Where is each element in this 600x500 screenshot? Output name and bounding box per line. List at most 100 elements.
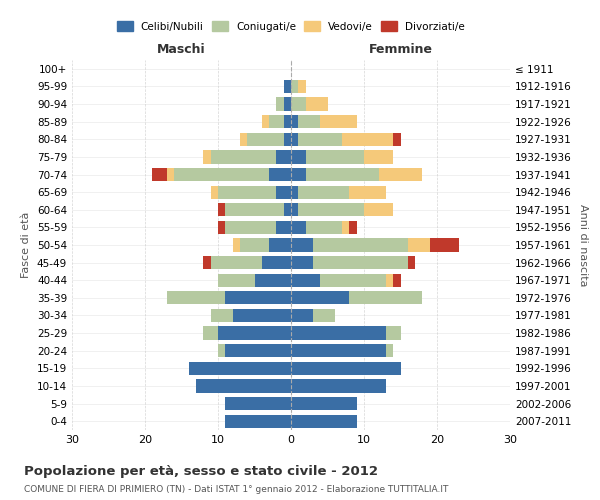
Bar (211, 256, 262, 269)
Bar (320, 115, 356, 128)
Bar (298, 132, 342, 146)
Bar (233, 238, 240, 252)
Text: Femmine: Femmine (368, 44, 433, 57)
Bar (233, 309, 291, 322)
Bar (284, 203, 291, 216)
Bar (386, 326, 401, 340)
Bar (203, 256, 211, 269)
Bar (291, 132, 298, 146)
Bar (393, 132, 401, 146)
Bar (291, 274, 320, 287)
Bar (211, 309, 233, 322)
Bar (408, 256, 415, 269)
Bar (298, 80, 305, 93)
Bar (298, 186, 349, 198)
Bar (218, 203, 226, 216)
Bar (262, 256, 291, 269)
Bar (291, 238, 313, 252)
Y-axis label: Anni di nascita: Anni di nascita (578, 204, 588, 286)
Bar (408, 238, 430, 252)
Bar (349, 291, 422, 304)
Bar (364, 150, 393, 164)
Bar (277, 221, 291, 234)
Bar (305, 168, 379, 181)
Bar (291, 186, 298, 198)
Bar (211, 150, 277, 164)
Bar (298, 203, 364, 216)
Bar (349, 186, 386, 198)
Bar (291, 362, 401, 375)
Bar (254, 274, 291, 287)
Bar (189, 362, 291, 375)
Bar (226, 414, 291, 428)
Bar (269, 238, 291, 252)
Bar (291, 150, 305, 164)
Bar (284, 132, 291, 146)
Bar (313, 256, 408, 269)
Bar (284, 80, 291, 93)
Bar (291, 115, 298, 128)
Bar (313, 309, 335, 322)
Bar (196, 380, 291, 392)
Text: COMUNE DI FIERA DI PRIMIERO (TN) - Dati ISTAT 1° gennaio 2012 - Elaborazione TUT: COMUNE DI FIERA DI PRIMIERO (TN) - Dati … (24, 485, 448, 494)
Bar (240, 238, 269, 252)
Bar (218, 186, 277, 198)
Y-axis label: Fasce di età: Fasce di età (22, 212, 31, 278)
Bar (218, 274, 254, 287)
Bar (342, 221, 349, 234)
Bar (364, 203, 393, 216)
Bar (167, 291, 226, 304)
Bar (291, 203, 298, 216)
Bar (277, 98, 284, 110)
Bar (269, 168, 291, 181)
Bar (284, 98, 291, 110)
Bar (320, 274, 386, 287)
Bar (342, 132, 393, 146)
Bar (226, 203, 284, 216)
Bar (174, 168, 269, 181)
Bar (167, 168, 174, 181)
Bar (291, 98, 305, 110)
Bar (262, 115, 269, 128)
Legend: Celibi/Nubili, Coniugati/e, Vedovi/e, Divorziati/e: Celibi/Nubili, Coniugati/e, Vedovi/e, Di… (113, 17, 469, 36)
Bar (284, 115, 291, 128)
Bar (430, 238, 459, 252)
Bar (203, 150, 211, 164)
Bar (152, 168, 167, 181)
Bar (226, 397, 291, 410)
Bar (226, 221, 277, 234)
Bar (291, 326, 386, 340)
Bar (218, 221, 226, 234)
Bar (313, 238, 408, 252)
Bar (203, 326, 218, 340)
Bar (291, 80, 298, 93)
Bar (291, 291, 349, 304)
Bar (226, 344, 291, 358)
Bar (305, 150, 364, 164)
Bar (277, 150, 291, 164)
Bar (291, 168, 305, 181)
Bar (211, 186, 218, 198)
Text: Popolazione per età, sesso e stato civile - 2012: Popolazione per età, sesso e stato civil… (24, 465, 378, 478)
Bar (393, 274, 401, 287)
Bar (379, 168, 422, 181)
Bar (291, 344, 386, 358)
Bar (305, 221, 342, 234)
Bar (386, 344, 393, 358)
Bar (291, 309, 313, 322)
Bar (291, 397, 356, 410)
Text: Maschi: Maschi (157, 44, 206, 57)
Bar (291, 221, 305, 234)
Bar (386, 274, 393, 287)
Bar (298, 115, 320, 128)
Bar (218, 326, 291, 340)
Bar (240, 132, 247, 146)
Bar (277, 186, 291, 198)
Bar (247, 132, 284, 146)
Bar (218, 344, 226, 358)
Bar (291, 256, 313, 269)
Bar (305, 98, 328, 110)
Bar (291, 414, 356, 428)
Bar (226, 291, 291, 304)
Bar (291, 380, 386, 392)
